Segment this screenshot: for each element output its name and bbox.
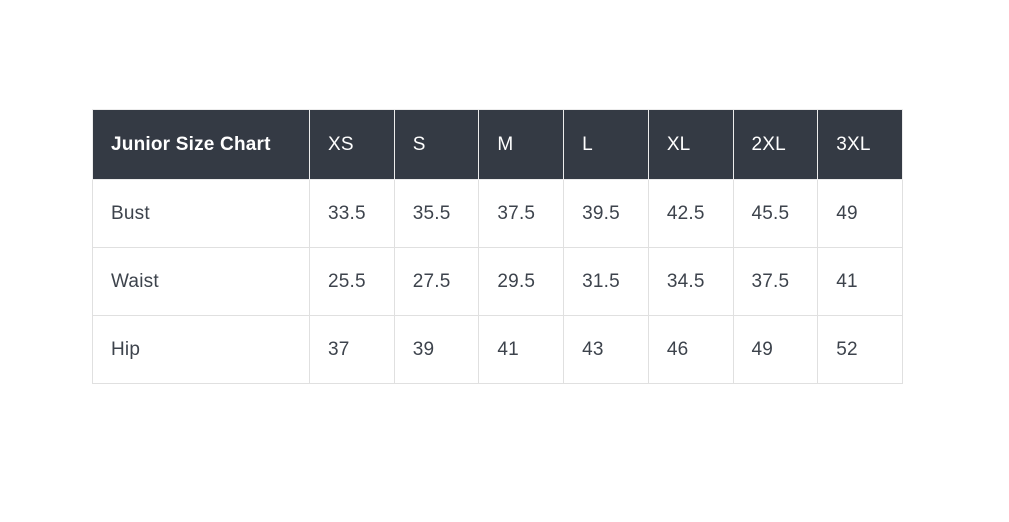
row-label-waist: Waist	[92, 247, 310, 316]
size-cell: 33.5	[309, 179, 395, 248]
column-header-xl: XL	[647, 109, 734, 180]
column-header-2xl: 2XL	[732, 109, 819, 180]
size-chart-table: Junior Size Chart XS S M L XL 2XL 3XL Bu…	[92, 109, 903, 384]
size-cell: 41	[817, 247, 903, 316]
size-cell: 43	[563, 315, 649, 384]
size-cell: 39.5	[563, 179, 649, 248]
size-cell: 42.5	[647, 179, 734, 248]
size-cell: 39	[393, 315, 480, 384]
row-label-bust: Bust	[92, 179, 310, 248]
size-chart-header: Junior Size Chart XS S M L XL 2XL 3XL	[92, 109, 903, 180]
column-header-3xl: 3XL	[817, 109, 903, 180]
header-row: Junior Size Chart XS S M L XL 2XL 3XL	[92, 109, 903, 180]
row-label-hip: Hip	[92, 315, 310, 384]
size-cell: 49	[732, 315, 819, 384]
size-cell: 29.5	[478, 247, 565, 316]
size-cell: 37	[309, 315, 395, 384]
table-row-bust: Bust 33.5 35.5 37.5 39.5 42.5 45.5 49	[92, 179, 903, 248]
size-cell: 34.5	[647, 247, 734, 316]
column-header-xs: XS	[309, 109, 395, 180]
size-cell: 46	[647, 315, 734, 384]
size-cell: 27.5	[393, 247, 480, 316]
table-row-hip: Hip 37 39 41 43 46 49 52	[92, 315, 903, 384]
size-cell: 25.5	[309, 247, 395, 316]
size-cell: 37.5	[732, 247, 819, 316]
size-chart-title: Junior Size Chart	[92, 109, 310, 180]
size-cell: 31.5	[563, 247, 649, 316]
size-cell: 52	[817, 315, 903, 384]
column-header-m: M	[478, 109, 565, 180]
size-cell: 37.5	[478, 179, 565, 248]
column-header-l: L	[563, 109, 649, 180]
size-chart-body: Bust 33.5 35.5 37.5 39.5 42.5 45.5 49 Wa…	[92, 179, 903, 384]
size-cell: 41	[478, 315, 565, 384]
column-header-s: S	[393, 109, 480, 180]
size-chart-container: Junior Size Chart XS S M L XL 2XL 3XL Bu…	[92, 109, 903, 384]
table-row-waist: Waist 25.5 27.5 29.5 31.5 34.5 37.5 41	[92, 247, 903, 316]
size-cell: 35.5	[393, 179, 480, 248]
size-cell: 49	[817, 179, 903, 248]
size-cell: 45.5	[732, 179, 819, 248]
